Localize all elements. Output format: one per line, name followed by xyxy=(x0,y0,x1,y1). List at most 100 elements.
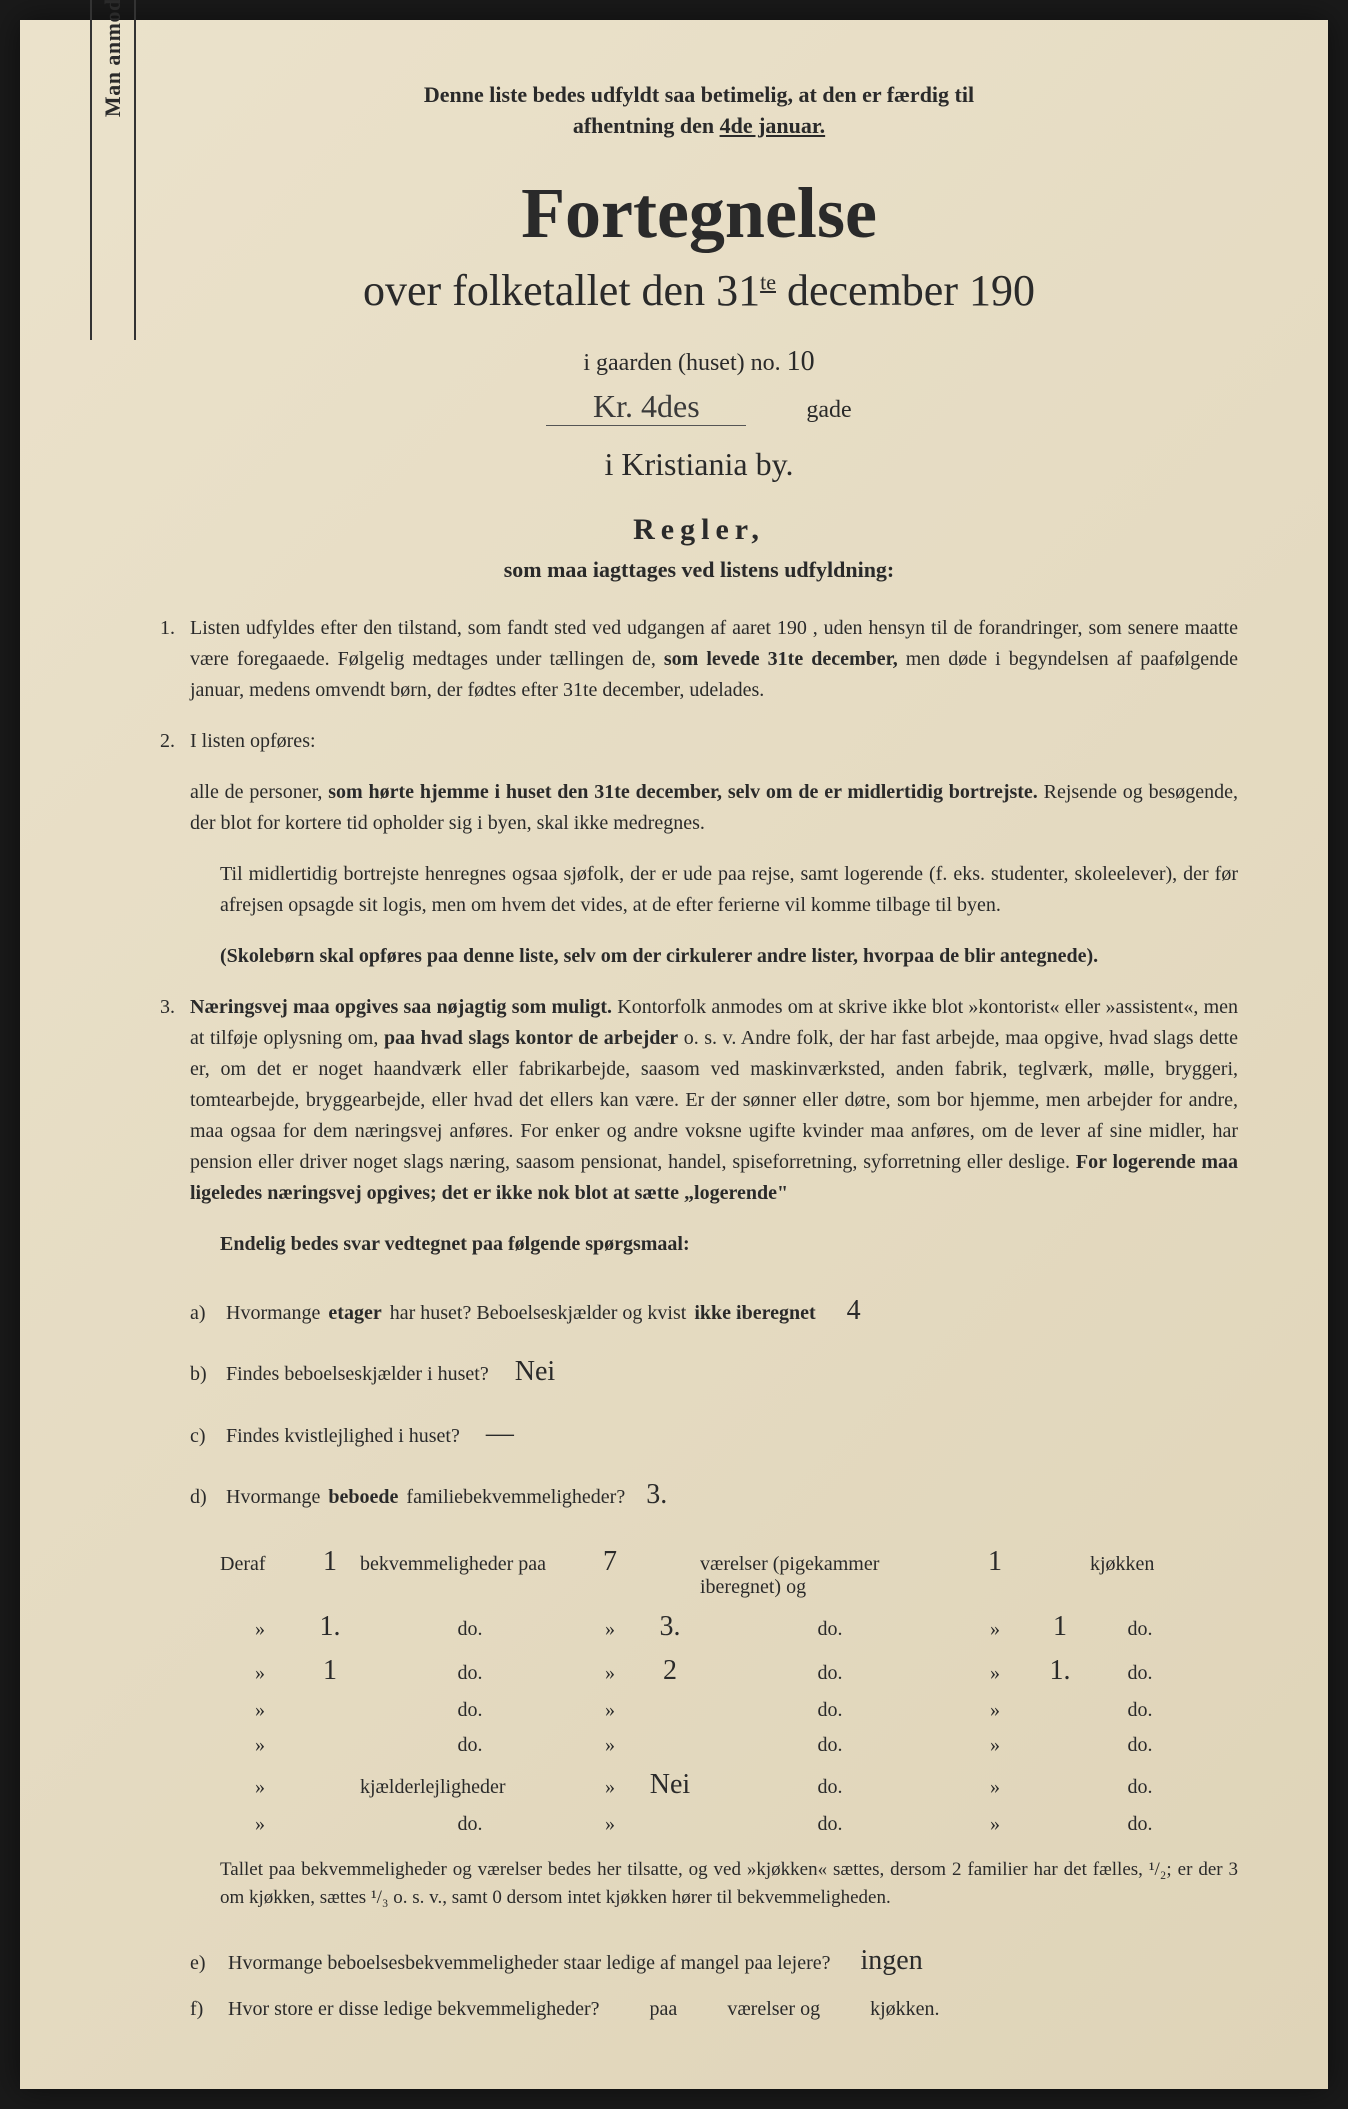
ditto: » xyxy=(960,1776,1030,1799)
question-c: c) Findes kvistlejlighed i huset? — xyxy=(190,1403,1238,1465)
do: do. xyxy=(1090,1776,1190,1799)
do: do. xyxy=(700,1699,960,1722)
house-label: i gaarden (huset) no. xyxy=(583,350,780,376)
th-vaer: værelser (pigekammer iberegnet) og xyxy=(700,1553,960,1599)
ditto: » xyxy=(580,1734,640,1757)
q-a-bold: etager xyxy=(328,1291,381,1335)
do: do. xyxy=(700,1618,960,1641)
final-heading: Endelig bedes svar vedtegnet paa følgend… xyxy=(160,1229,1238,1260)
q-f-mid3: kjøkken. xyxy=(870,1989,939,2029)
header-instruction: Denne liste bedes udfyldt saa betimelig,… xyxy=(299,80,1099,142)
question-b: b) Findes beboelseskjælder i huset? Nei xyxy=(190,1341,1238,1403)
q-f-label: f) xyxy=(190,1989,218,2029)
q-a-answer: 4 xyxy=(847,1280,861,1342)
rule-3-bold-b: paa hvad slags kontor de arbejder xyxy=(384,1027,678,1049)
q-f-text: Hvor store er disse ledige bekvemmelighe… xyxy=(228,1989,600,2029)
header-line2-prefix: afhentning den xyxy=(573,113,720,138)
final-questions: e) Hvormange beboelsesbekvemmeligheder s… xyxy=(190,1933,1238,2029)
ditto: » xyxy=(960,1662,1030,1685)
q-c-text: Findes kvistlejlighed i huset? xyxy=(226,1414,460,1458)
do: do. xyxy=(700,1813,960,1836)
question-a: a) Hvormange etager har huset? Beboelses… xyxy=(190,1280,1238,1342)
q-e-text: Hvormange beboelsesbekvemmeligheder staa… xyxy=(228,1943,831,1983)
ditto: » xyxy=(220,1813,300,1836)
rule-2-text-a: alle de personer, xyxy=(190,781,328,803)
rules-heading: Regler, xyxy=(160,513,1238,547)
th-c3: 1 xyxy=(960,1546,1030,1578)
q-a-bold2: ikke iberegnet xyxy=(694,1291,815,1335)
q-d-post: familiebekvemmeligheder? xyxy=(406,1475,625,1519)
street-value: Kr. 4des xyxy=(546,388,746,426)
table-row: » 1. do. » 3. do. » 1 do. xyxy=(220,1611,1238,1643)
rule-2: 2.I listen opføres: xyxy=(160,726,1238,757)
dwelling-table: Deraf 1 bekvemmeligheder paa 7 værelser … xyxy=(220,1546,1238,1836)
do: do. xyxy=(360,1618,580,1641)
rule-2-body: alle de personer, som hørte hjemme i hus… xyxy=(160,777,1238,839)
q-f-mid1: paa xyxy=(650,1989,678,2029)
ditto: » xyxy=(960,1699,1030,1722)
subtitle-pre: over folketallet den 31 xyxy=(363,266,760,315)
question-e: e) Hvormange beboelsesbekvemmeligheder s… xyxy=(190,1933,1238,1989)
questions-block: a) Hvormange etager har huset? Beboelses… xyxy=(160,1280,1238,1526)
th-kjok: kjøkken xyxy=(1090,1553,1190,1576)
rule-1-bold: som levede 31te december, xyxy=(664,648,898,670)
do: do. xyxy=(1090,1618,1190,1641)
header-line1: Denne liste bedes udfyldt saa betimelig,… xyxy=(424,82,974,107)
table-row: » do. » do. » do. xyxy=(220,1699,1238,1722)
do: do. xyxy=(700,1662,960,1685)
table-header-row: Deraf 1 bekvemmeligheder paa 7 værelser … xyxy=(220,1546,1238,1599)
house-number-line: i gaarden (huset) no. 10 xyxy=(160,346,1238,378)
ditto: » xyxy=(580,1813,640,1836)
ditto: » xyxy=(580,1662,640,1685)
kjaelder-label: kjælderlejligheder xyxy=(360,1776,580,1799)
th-bekv: bekvemmeligheder paa xyxy=(360,1553,580,1576)
street-line: Kr. 4des gade xyxy=(160,388,1238,426)
q-d-pre: Hvormange xyxy=(226,1475,320,1519)
subtitle: over folketallet den 31te december 190 xyxy=(160,265,1238,316)
do: do. xyxy=(360,1813,580,1836)
rule-2-bold-b: (Skolebørn skal opføres paa denne liste,… xyxy=(160,941,1238,972)
table-footnote: Tallet paa bekvemmeligheder og værelser … xyxy=(220,1856,1238,1913)
tr2-c3: 1. xyxy=(1030,1655,1090,1687)
kjaelder-val: Nei xyxy=(640,1769,700,1801)
q-c-label: c) xyxy=(190,1414,218,1458)
do: do. xyxy=(1090,1699,1190,1722)
th-c1: 1 xyxy=(300,1546,360,1578)
tr2-c1: 1 xyxy=(300,1655,360,1687)
ditto: » xyxy=(580,1699,640,1722)
question-d: d) Hvormange beboede familiebekvemmeligh… xyxy=(190,1464,1238,1526)
rule-3-bold-a: Næringsvej maa opgives saa nøjagtig som … xyxy=(190,996,612,1018)
document-page: Man anmodes om at gjennemlæse og nøje at… xyxy=(20,20,1328,2089)
q-d-bold: beboede xyxy=(328,1475,398,1519)
ditto: » xyxy=(220,1734,300,1757)
rule-2-bold-a: som hørte hjemme i huset den 31te decemb… xyxy=(328,781,1038,803)
street-suffix: gade xyxy=(806,397,851,423)
table-row: » 1 do. » 2 do. » 1. do. xyxy=(220,1655,1238,1687)
tr1-c2: 3. xyxy=(640,1611,700,1643)
subtitle-sup: te xyxy=(760,269,776,294)
ditto: » xyxy=(580,1618,640,1641)
q-f-mid2: værelser og xyxy=(727,1989,820,2029)
rule-3-num: 3. xyxy=(160,992,190,1023)
rule-3: 3.Næringsvej maa opgives saa nøjagtig so… xyxy=(160,992,1238,1209)
q-c-answer: — xyxy=(486,1403,514,1465)
q-d-label: d) xyxy=(190,1475,218,1519)
question-f: f) Hvor store er disse ledige bekvemmeli… xyxy=(190,1989,1238,2029)
rule-1-num: 1. xyxy=(160,613,190,644)
rule-1: 1.Listen udfyldes efter den tilstand, so… xyxy=(160,613,1238,706)
tr2-c2: 2 xyxy=(640,1655,700,1687)
ditto: » xyxy=(220,1618,300,1641)
table-row-kjaelder: » kjælderlejligheder » Nei do. » do. xyxy=(220,1769,1238,1801)
q-b-label: b) xyxy=(190,1352,218,1396)
q-e-label: e) xyxy=(190,1943,218,1983)
header-date: 4de januar. xyxy=(720,113,826,138)
th-deraf: Deraf xyxy=(220,1553,300,1576)
q-b-text: Findes beboelseskjælder i huset? xyxy=(226,1352,489,1396)
ditto: » xyxy=(960,1734,1030,1757)
do: do. xyxy=(360,1734,580,1757)
rule-2-lead: I listen opføres: xyxy=(190,730,316,752)
ditto: » xyxy=(580,1776,640,1799)
th-c2: 7 xyxy=(580,1546,640,1578)
q-d-answer: 3. xyxy=(646,1464,667,1526)
do: do. xyxy=(1090,1813,1190,1836)
